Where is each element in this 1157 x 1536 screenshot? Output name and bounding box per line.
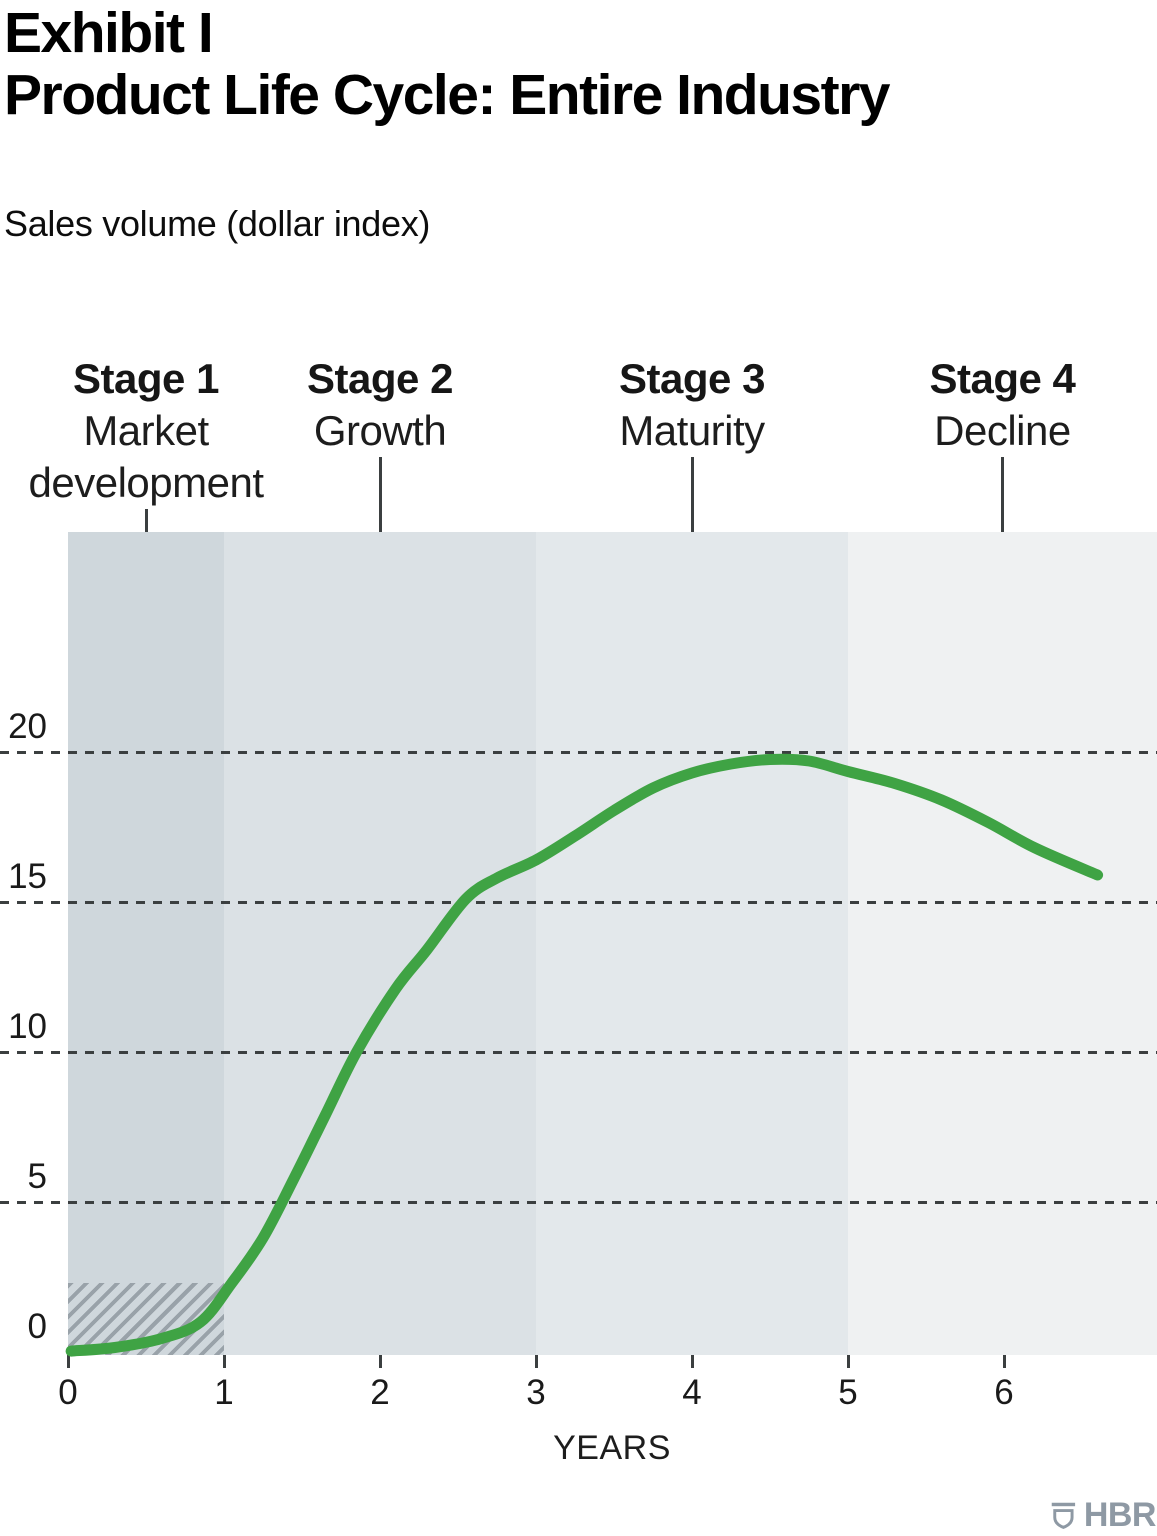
- stage-title: Stage 4: [929, 355, 1076, 402]
- x-tick-label-6: 6: [994, 1373, 1014, 1412]
- x-tick-label-5: 5: [838, 1373, 858, 1412]
- stage-sublabel: development: [28, 459, 265, 506]
- stage-tick-line: [690, 457, 694, 548]
- grid-line-15: [0, 901, 1157, 904]
- x-tick-label-4: 4: [682, 1373, 702, 1412]
- y-axis-title: Sales volume (dollar index): [4, 203, 431, 244]
- grid-line-20: [0, 751, 1157, 754]
- stage-tick-line: [378, 457, 382, 548]
- stage-title: Stage 1: [73, 355, 219, 402]
- x-tick-label-0: 0: [58, 1373, 78, 1412]
- x-axis-tick-6: [1002, 1355, 1006, 1368]
- x-axis-tick-0: [66, 1355, 70, 1368]
- x-axis-tick-3: [534, 1355, 538, 1368]
- stage-tick-line: [144, 509, 148, 548]
- x-tick-label-3: 3: [526, 1373, 546, 1412]
- exhibit-title-line2: Product Life Cycle: Entire Industry: [4, 63, 891, 127]
- hbr-logo: HBR: [1050, 1496, 1157, 1534]
- stage-band-3: [536, 532, 848, 1355]
- stage-band-1: [68, 532, 224, 1355]
- y-tick-label-15: 15: [8, 857, 47, 896]
- stage-sublabel: Market: [83, 407, 209, 454]
- y-tick-label-0: 0: [27, 1307, 47, 1346]
- x-axis-tick-1: [222, 1355, 226, 1368]
- exhibit-title: Exhibit I Product Life Cycle: Entire Ind…: [4, 1, 891, 127]
- x-tick-label-2: 2: [370, 1373, 390, 1412]
- grid-line-5: [0, 1201, 1157, 1204]
- stage-sublabel: Decline: [934, 407, 1071, 454]
- stage-band-2: [224, 532, 536, 1355]
- y-tick-label-20: 20: [8, 707, 47, 746]
- x-axis-tick-4: [690, 1355, 694, 1368]
- stage-title: Stage 2: [307, 355, 453, 402]
- y-tick-label-5: 5: [27, 1157, 47, 1196]
- x-axis-tick-5: [846, 1355, 850, 1368]
- x-tick-label-1: 1: [214, 1373, 234, 1412]
- stage-band-4: [848, 532, 1157, 1355]
- x-axis-tick-2: [378, 1355, 382, 1368]
- hbr-shield-icon: [1051, 1502, 1076, 1529]
- hatch-pattern: [68, 1283, 224, 1355]
- stage-sublabel: Growth: [313, 407, 447, 454]
- stage-sublabel: Maturity: [619, 407, 765, 454]
- stage-title: Stage 3: [619, 355, 765, 402]
- exhibit-title-line1: Exhibit I: [4, 1, 214, 65]
- grid-line-10: [0, 1051, 1157, 1054]
- y-tick-label-10: 10: [8, 1007, 47, 1046]
- x-axis-title: YEARS: [553, 1429, 671, 1467]
- stage-tick-line: [1000, 457, 1004, 548]
- hbr-logo-text: HBR: [1083, 1496, 1157, 1534]
